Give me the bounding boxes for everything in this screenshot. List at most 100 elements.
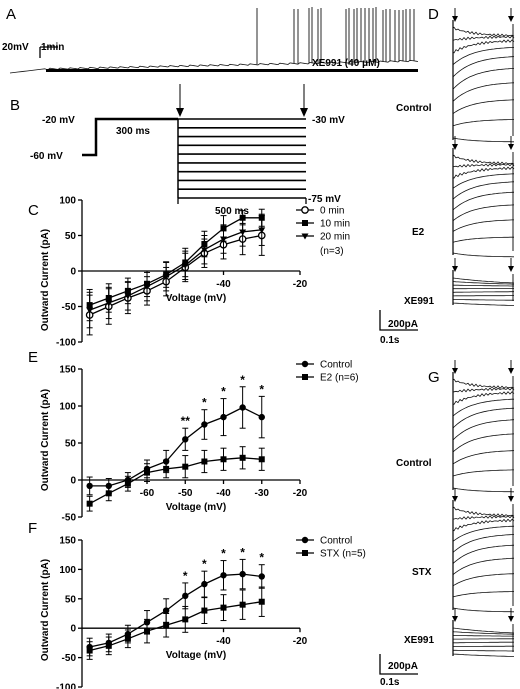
y-axis-title: Outward Current (pA) bbox=[40, 229, 51, 331]
current-trace bbox=[452, 163, 515, 168]
marker-square bbox=[163, 622, 170, 629]
legend-label: STX (n=5) bbox=[320, 549, 366, 560]
current-trace bbox=[453, 291, 514, 293]
arrow-down-icon bbox=[508, 266, 514, 272]
panel-g-scale-current: 200pA bbox=[388, 661, 418, 672]
marker-open-circle bbox=[301, 206, 309, 214]
current-trace bbox=[452, 219, 514, 232]
series-line bbox=[89, 229, 262, 311]
legend-label: 20 min bbox=[320, 232, 350, 243]
marker-square bbox=[201, 607, 208, 614]
current-trace bbox=[452, 398, 514, 417]
current-trace bbox=[452, 641, 515, 644]
current-trace bbox=[452, 154, 515, 166]
current-trace bbox=[452, 56, 515, 78]
y-tick-label: -50 bbox=[62, 653, 77, 664]
protocol-level-step: -20 mV bbox=[42, 115, 75, 126]
panel-g-traces-xe991 bbox=[452, 608, 515, 657]
current-trace bbox=[452, 166, 515, 179]
current-trace bbox=[452, 99, 515, 114]
marker-filled-circle bbox=[301, 536, 309, 544]
marker-square bbox=[86, 500, 93, 507]
marker-square bbox=[302, 374, 308, 380]
arrow-down-icon bbox=[176, 108, 184, 117]
panel-d-traces-control bbox=[452, 8, 515, 143]
arrow-down-icon bbox=[508, 144, 514, 150]
current-trace bbox=[452, 515, 515, 520]
y-tick-label: 150 bbox=[59, 365, 76, 376]
marker-filled-circle bbox=[182, 436, 189, 443]
panel-g-traces-control bbox=[452, 360, 515, 493]
current-trace bbox=[452, 47, 515, 65]
x-axis-title: Voltage (mV) bbox=[166, 502, 226, 513]
x-tick-label: -40 bbox=[216, 279, 231, 290]
series-1 bbox=[86, 446, 265, 512]
panel-a-scale-time: 1min bbox=[41, 42, 64, 53]
y-tick-label: -100 bbox=[56, 683, 76, 689]
current-trace bbox=[452, 544, 515, 564]
marker-filled-circle bbox=[86, 482, 93, 490]
y-tick-label: 150 bbox=[59, 536, 76, 547]
panel-d-label-e2: E2 bbox=[412, 227, 425, 238]
y-axis-title: Outward Current (pA) bbox=[40, 559, 51, 661]
current-trace bbox=[452, 204, 515, 222]
marker-triangle bbox=[220, 236, 228, 243]
significance-marker: * bbox=[221, 385, 226, 399]
marker-triangle bbox=[124, 293, 132, 300]
x-tick-label: -20 bbox=[293, 279, 308, 290]
current-trace bbox=[452, 506, 515, 518]
current-trace bbox=[452, 39, 515, 54]
marker-square bbox=[105, 490, 112, 497]
current-trace bbox=[452, 407, 515, 429]
current-trace bbox=[452, 284, 514, 287]
current-trace bbox=[452, 387, 515, 393]
marker-filled-circle bbox=[201, 580, 208, 588]
marker-square bbox=[220, 604, 227, 611]
protocol-duration-second: 500 ms bbox=[215, 206, 249, 217]
series-0 bbox=[86, 386, 265, 496]
current-trace bbox=[452, 525, 515, 542]
chart-f-iv-curve: 150 100 50 0 -50 -100 -40 -20 Voltage (mV) Outwar… bbox=[40, 536, 366, 689]
marker-square bbox=[144, 469, 151, 476]
y-tick-label: 50 bbox=[65, 231, 77, 242]
series-line bbox=[89, 457, 262, 505]
significance-marker: * bbox=[259, 551, 264, 565]
marker-filled-circle bbox=[258, 573, 265, 580]
current-trace bbox=[452, 433, 515, 453]
series-line bbox=[89, 234, 262, 316]
y-tick-label: 0 bbox=[70, 476, 76, 487]
panel-d-label-control: Control bbox=[396, 103, 432, 114]
marker-square bbox=[86, 647, 93, 654]
current-trace bbox=[452, 557, 515, 575]
current-trace bbox=[453, 299, 514, 301]
current-trace bbox=[452, 137, 514, 143]
y-tick-label: 100 bbox=[59, 565, 76, 576]
protocol-steps bbox=[178, 118, 306, 199]
significance-marker: * bbox=[259, 382, 264, 396]
chart-c-iv-curve: 100 50 0 -50 -100 -40 -20 Voltage (mV) Outward C… bbox=[40, 196, 350, 349]
panel-label-c: C bbox=[28, 202, 39, 219]
current-trace bbox=[453, 649, 514, 652]
current-trace bbox=[452, 631, 514, 635]
current-trace bbox=[452, 236, 514, 243]
panel-g-scale-time: 0.1s bbox=[380, 677, 400, 688]
panel-label-f: F bbox=[28, 520, 37, 537]
marker-square bbox=[124, 635, 131, 642]
marker-filled-circle bbox=[239, 404, 246, 411]
panel-g-label-xe991: XE991 bbox=[404, 635, 434, 646]
legend-label: Control bbox=[320, 536, 352, 547]
x-tick-label: -60 bbox=[140, 488, 155, 499]
marker-square bbox=[201, 458, 208, 465]
arrow-down-icon bbox=[452, 266, 458, 272]
panel-label-e: E bbox=[28, 349, 38, 366]
current-trace bbox=[452, 391, 515, 405]
current-trace bbox=[452, 627, 515, 634]
significance-marker: * bbox=[202, 396, 207, 410]
arrow-down-icon bbox=[452, 144, 458, 150]
current-trace bbox=[452, 181, 515, 200]
panel-a-drug-bar bbox=[46, 69, 418, 72]
panel-g-traces-stx bbox=[452, 488, 515, 613]
current-trace bbox=[452, 26, 515, 38]
panel-a-voltage-trace bbox=[9, 59, 419, 74]
marker-triangle bbox=[86, 307, 94, 314]
